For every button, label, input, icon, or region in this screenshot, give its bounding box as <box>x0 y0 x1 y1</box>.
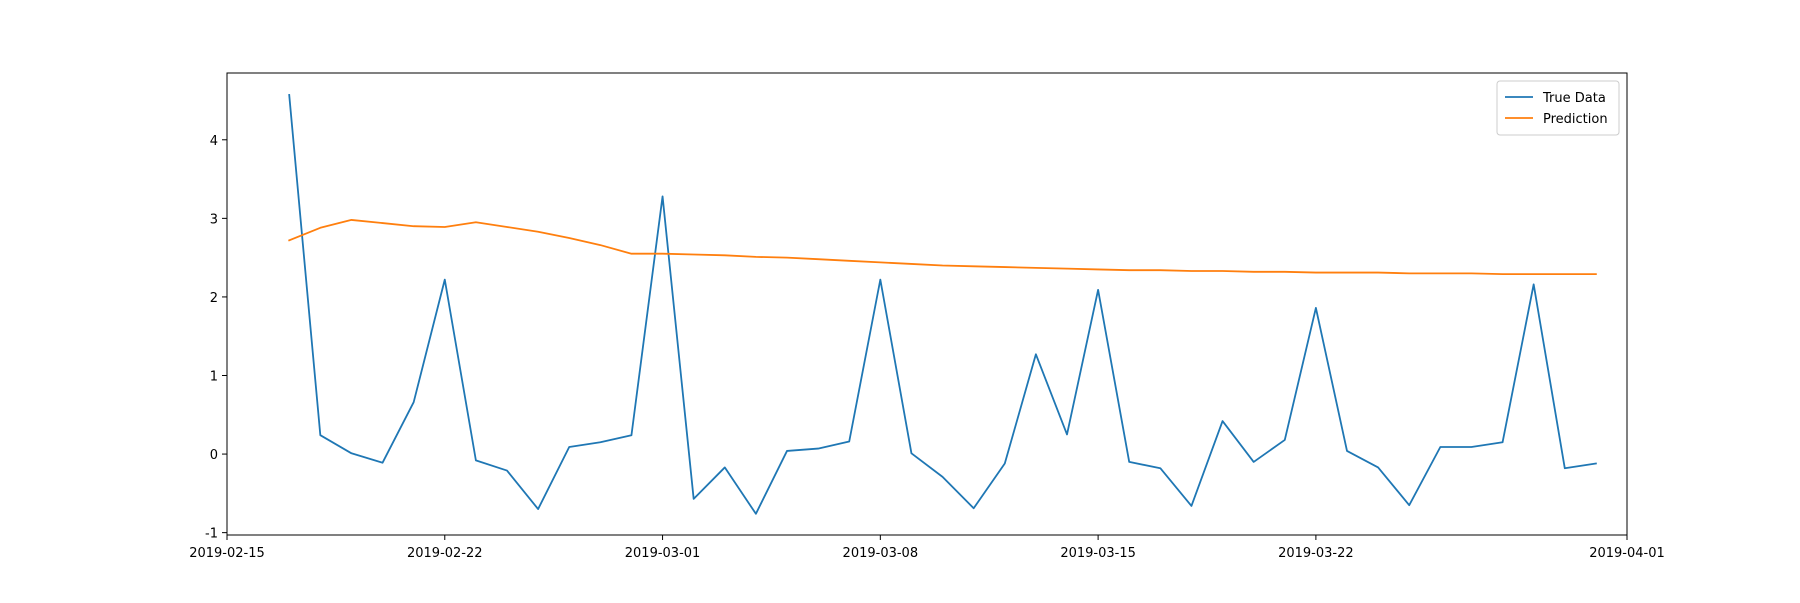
axes: 2019-02-15 2019-02-22 2019-03-01 2019-03-08… <box>189 72 1665 561</box>
y-tick-label: 4 <box>210 134 218 149</box>
y-tick-label: 0 <box>210 448 218 463</box>
legend-label: Prediction <box>1543 112 1608 127</box>
y-tick-label: -1 <box>205 527 218 542</box>
x-tick-label: 2019-02-15 <box>189 546 265 561</box>
x-tick-label: 2019-03-08 <box>843 546 919 561</box>
y-tick-label: 3 <box>210 212 218 227</box>
plot-area <box>288 94 1597 515</box>
legend-label: True Data <box>1542 91 1606 106</box>
x-tick-label: 2019-02-22 <box>407 546 483 561</box>
legend: True Data Prediction <box>1496 80 1620 136</box>
series-line-true-data <box>288 94 1597 515</box>
legend-box <box>1496 80 1620 136</box>
series-line-prediction <box>288 219 1597 276</box>
y-tick-label: 1 <box>210 370 218 385</box>
axes-frame <box>226 72 1628 536</box>
x-tick-label: 2019-03-01 <box>625 546 701 561</box>
x-tick-label: 2019-03-22 <box>1278 546 1354 561</box>
x-tick-label: 2019-04-01 <box>1589 546 1665 561</box>
y-tick-label: 2 <box>210 291 218 306</box>
x-tick-label: 2019-03-15 <box>1060 546 1136 561</box>
